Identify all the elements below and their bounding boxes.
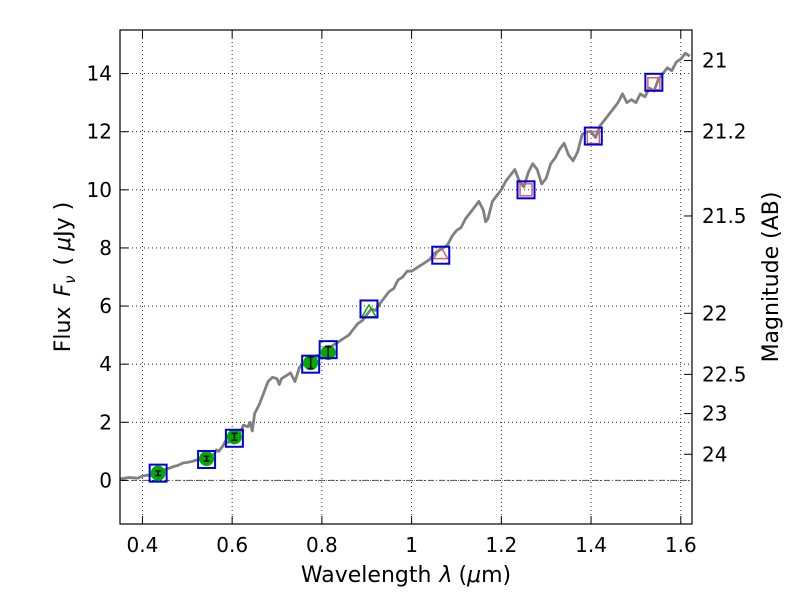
x-axis-label-symbol: λ — [438, 563, 452, 588]
x-tick-label: 1.2 — [485, 533, 517, 557]
model-photometry-square — [197, 449, 217, 469]
y2-tick-label: 21.2 — [702, 120, 747, 144]
model-photometry-square — [301, 354, 321, 374]
x-tick-label: 1 — [405, 533, 418, 557]
y-tick-label: 14 — [87, 62, 112, 86]
x-tick-label: 0.4 — [127, 533, 159, 557]
series-layer — [119, 51, 691, 483]
y-tick-label: 8 — [99, 236, 112, 260]
plot-frame — [119, 29, 693, 525]
y2-tick-label: 22 — [702, 301, 727, 325]
x-tick-label: 1.6 — [665, 533, 697, 557]
red-square-marker — [586, 130, 601, 145]
model-photometry-square — [148, 463, 168, 483]
axis-ticks: 0.4 0.6 0.8 1 1.2 1.4 1.6024681012142121.221.5… — [87, 30, 747, 557]
y2-tick-label: 23 — [702, 402, 727, 426]
y-axis-label-sub: ν — [61, 275, 79, 283]
y-axis-label-text: Flux — [51, 307, 76, 353]
y-axis-label-unit: Jy ) — [51, 202, 76, 239]
red-square-marker — [519, 183, 533, 197]
y-axis-label-symbol: F — [51, 284, 76, 297]
model-photometry-square — [644, 72, 664, 92]
model-photometry-square — [359, 299, 379, 319]
x-axis-label: Wavelength λ (μm) — [301, 563, 511, 588]
y-tick-label: 10 — [87, 178, 112, 202]
model-photometry-square — [318, 340, 338, 360]
y-tick-label: 12 — [87, 120, 112, 144]
y-axis-label-mu: μ — [51, 237, 76, 252]
model-photometry-square — [224, 428, 244, 448]
y-tick-label: 4 — [99, 352, 112, 376]
y-tick-label: 6 — [99, 294, 112, 318]
right-axis-label: Magnitude (AB) — [759, 192, 784, 363]
x-tick-label: 0.8 — [306, 533, 338, 557]
triangle-marker — [432, 245, 450, 260]
model-photometry-square — [431, 245, 451, 265]
x-axis-label-open: ( — [458, 563, 467, 588]
x-axis-label-mu: μ — [466, 563, 481, 588]
x-tick-label: 1.4 — [575, 533, 607, 557]
x-tick-label: 0.6 — [216, 533, 248, 557]
x-axis-label-text: Wavelength — [301, 563, 432, 588]
model-photometry-square — [516, 180, 536, 200]
plot-background — [120, 30, 692, 524]
x-axis-label-unit: m) — [481, 563, 511, 588]
y-tick-label: 0 — [99, 468, 112, 492]
y2-tick-label: 22.5 — [702, 362, 747, 386]
y2-tick-label: 21.5 — [702, 204, 747, 228]
y2-tick-label: 21 — [702, 49, 727, 73]
y-axis-label: Flux Fν ( μJy ) — [51, 202, 79, 352]
red-square-marker — [647, 77, 661, 91]
y-tick-label: 2 — [99, 410, 112, 434]
model-photometry-square — [583, 126, 603, 146]
y2-tick-label: 24 — [702, 442, 727, 466]
y-axis-label-open: ( — [51, 257, 76, 266]
